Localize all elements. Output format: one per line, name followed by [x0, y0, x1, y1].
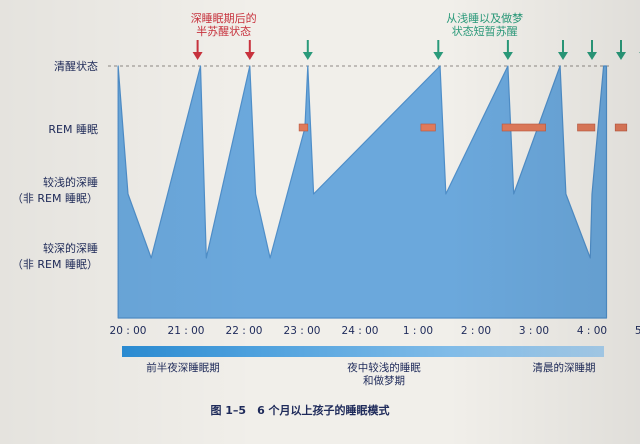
phase-label-1: 前半夜深睡眠期 [146, 361, 220, 374]
x-tick-label: 2 : 00 [461, 325, 491, 337]
x-tick-label: 24 : 00 [342, 325, 379, 337]
arrow-annotations [192, 40, 640, 60]
phase-label-3: 清晨的深睡期 [533, 361, 596, 374]
x-tick-label: 23 : 00 [284, 325, 321, 337]
arrow-head [587, 52, 597, 60]
sleep-area [117, 65, 608, 319]
x-tick-label: 4 : 00 [577, 325, 607, 337]
arrow-head [502, 52, 513, 60]
y-level-label-light: （非 REM 睡眠） [12, 192, 98, 205]
y-level-label-deep: 较深的深睡 [43, 241, 98, 255]
annotation-label-1: 深睡眠期后的 [191, 11, 257, 25]
annotation-label-2: 从浅睡以及做梦 [446, 11, 523, 25]
x-tick-label: 22 : 00 [226, 325, 263, 337]
x-tick-label: 5 : 00 [635, 325, 640, 337]
y-level-label-awake: 清醒状态 [54, 59, 98, 73]
figure-caption: 图 1–5 6 个月以上孩子的睡眠模式 [210, 403, 389, 417]
annotation-label-1: 半苏醒状态 [196, 24, 251, 38]
sleep-level-area [117, 65, 608, 319]
arrow-head [433, 52, 444, 60]
rem-segment-1 [298, 123, 309, 132]
y-level-label-rem: REM 睡眠 [48, 123, 98, 136]
arrow-head [192, 52, 203, 60]
rem-segment-3 [501, 123, 546, 132]
phase-label-2: 和做梦期 [363, 374, 405, 387]
rem-segments [298, 123, 628, 132]
arrow-head [558, 52, 568, 60]
y-level-label-light: 较浅的深睡 [43, 175, 98, 189]
arrow-head [616, 52, 626, 60]
x-tick-label: 1 : 00 [403, 325, 433, 337]
rem-segment-5 [614, 123, 628, 132]
x-axis-labels: 20 : 00 21 : 00 22 : 00 23 : 00 24 : 00 1 : 0… [110, 325, 640, 337]
x-tick-label: 3 : 00 [519, 325, 549, 337]
annotation-label-2: 状态短暂苏醒 [452, 24, 518, 38]
phase-label-2: 夜中较浅的睡眠 [347, 361, 421, 374]
rem-segment-2 [420, 123, 436, 132]
arrow-head [244, 52, 255, 60]
x-tick-label: 21 : 00 [168, 325, 205, 337]
arrow-head [302, 52, 313, 60]
y-level-label-deep: （非 REM 睡眠） [12, 258, 98, 271]
x-tick-label: 20 : 00 [110, 325, 147, 337]
phase-gradient-bar [122, 346, 604, 357]
rem-segment-4 [577, 123, 596, 132]
